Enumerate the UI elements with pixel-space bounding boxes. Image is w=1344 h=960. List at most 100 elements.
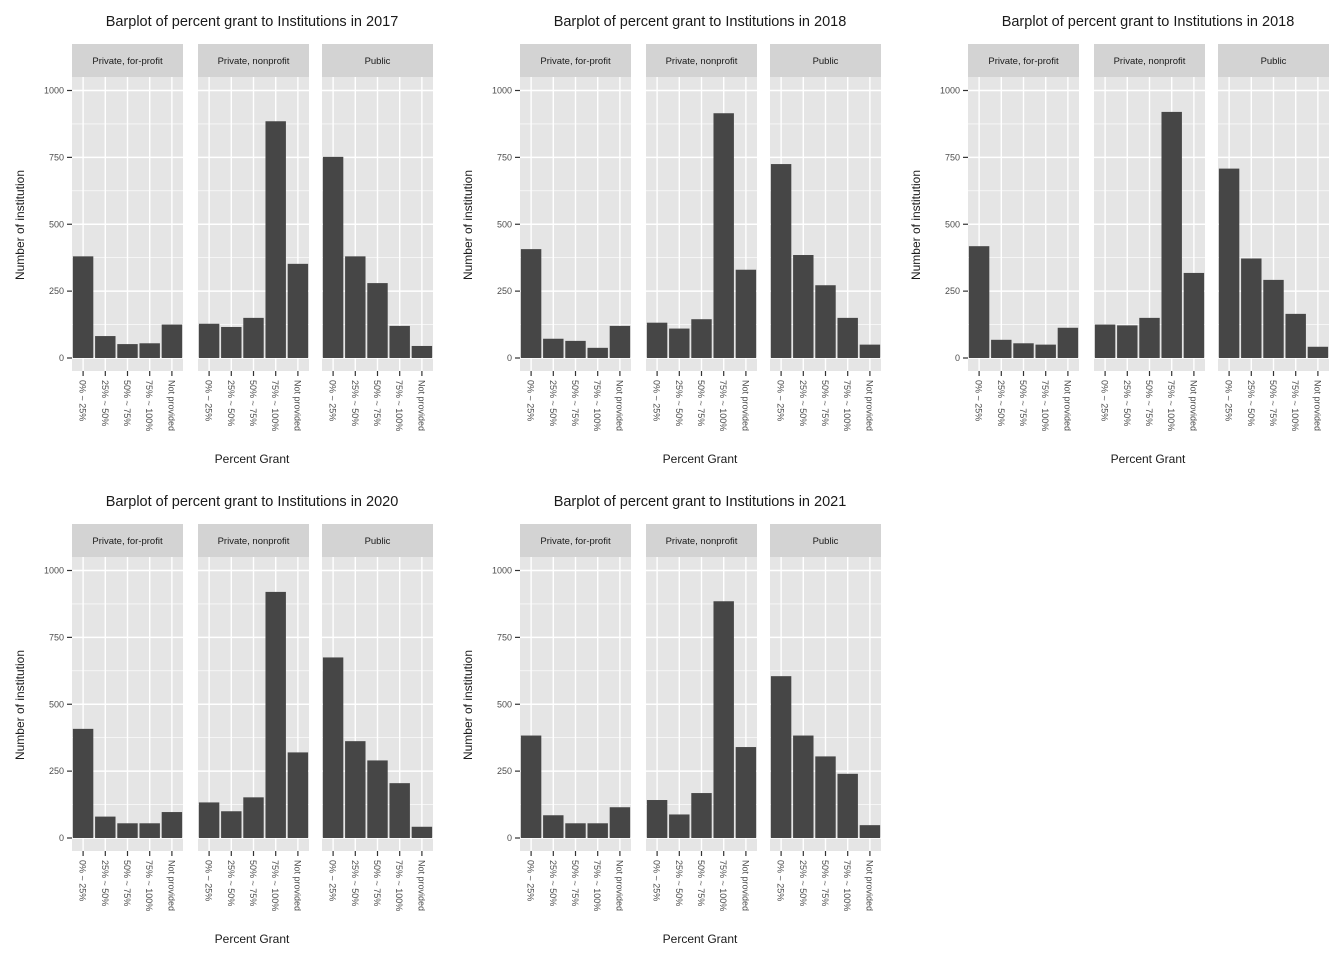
x-tick-label: 75% ~ 100% [592, 860, 602, 911]
bar [72, 256, 94, 358]
x-tick-label: 75% ~ 100% [718, 380, 728, 431]
x-tick-label: 75% ~ 100% [270, 860, 280, 911]
facet-strip [72, 44, 183, 77]
x-tick-label: 25% ~ 50% [226, 380, 236, 426]
x-tick-label: 25% ~ 50% [548, 860, 558, 906]
x-tick-label: 0% ~ 25% [652, 380, 662, 421]
x-tick-label: 50% ~ 75% [122, 860, 132, 906]
y-tick-label: 750 [497, 632, 512, 642]
x-tick-label: 25% ~ 50% [350, 380, 360, 426]
bar [345, 741, 366, 838]
y-tick-label: 0 [59, 833, 64, 843]
bar [991, 339, 1012, 358]
y-tick-label: 250 [945, 286, 960, 296]
bar [95, 336, 116, 358]
bar [198, 802, 220, 838]
x-tick-label: 0% ~ 25% [776, 860, 786, 901]
chart-3: Barplot of percent grant to Institutions… [13, 494, 433, 946]
facet-strip-label: Private, nonprofit [666, 56, 738, 67]
x-tick-label: Not provided [292, 380, 302, 431]
x-tick-label: 75% ~ 100% [394, 380, 404, 431]
bar [669, 328, 690, 358]
bar [1117, 325, 1138, 358]
x-tick-label: Not provided [614, 860, 624, 911]
bar [161, 812, 183, 838]
bar [411, 345, 433, 358]
y-tick-label: 750 [49, 632, 64, 642]
x-tick-label: Not provided [740, 860, 750, 911]
x-tick-label: 0% ~ 25% [526, 380, 536, 421]
x-tick-label: 0% ~ 25% [204, 860, 214, 901]
bar [1307, 346, 1329, 358]
bar [669, 814, 690, 838]
bar [859, 344, 881, 358]
facet-1: Private, nonprofit 0% ~ 25% 25% ~ 50% 50% ~… [646, 524, 757, 911]
bar [691, 793, 712, 838]
x-tick-label: 75% ~ 100% [718, 860, 728, 911]
x-tick-label: 0% ~ 25% [526, 860, 536, 901]
facet-strip [198, 524, 309, 557]
y-tick-label: 1000 [44, 86, 64, 96]
chart-2: Barplot of percent grant to Institutions… [909, 14, 1329, 466]
bar [587, 823, 608, 838]
x-tick-label: 0% ~ 25% [204, 380, 214, 421]
x-tick-label: Not provided [292, 860, 302, 911]
chart-4: Barplot of percent grant to Institutions… [461, 494, 881, 946]
facet-strip-label: Public [813, 56, 839, 67]
bar [389, 783, 410, 838]
x-tick-label: Not provided [416, 380, 426, 431]
chart-title: Barplot of percent grant to Institutions… [554, 14, 847, 30]
y-tick-label: 750 [49, 152, 64, 162]
chart-title: Barplot of percent grant to Institutions… [1002, 14, 1295, 30]
bar [770, 676, 792, 838]
x-axis-label: Percent Grant [215, 452, 290, 466]
facet-strip-label: Private, nonprofit [666, 536, 738, 547]
x-tick-label: Not provided [740, 380, 750, 431]
facet-strip [520, 44, 631, 77]
bar [793, 255, 814, 358]
bar [859, 825, 881, 838]
y-tick-label: 250 [49, 766, 64, 776]
chart-title: Barplot of percent grant to Institutions… [106, 14, 399, 30]
x-tick-label: 50% ~ 75% [122, 380, 132, 426]
x-tick-label: 0% ~ 25% [776, 380, 786, 421]
facet-strip [72, 524, 183, 557]
bar [609, 807, 631, 838]
bar [117, 344, 138, 358]
bar [221, 811, 242, 838]
bar [389, 325, 410, 358]
bar [735, 747, 757, 838]
facet-strip-label: Private, for-profit [92, 56, 163, 67]
bar [815, 756, 836, 838]
bar [793, 735, 814, 838]
x-tick-label: 50% ~ 75% [820, 860, 830, 906]
facet-1: Private, nonprofit 0% ~ 25% 25% ~ 50% 50% ~… [198, 524, 309, 911]
facet-strip-label: Public [813, 536, 839, 547]
x-tick-label: 0% ~ 25% [328, 860, 338, 901]
x-tick-label: Not provided [1062, 380, 1072, 431]
x-tick-label: 50% ~ 75% [248, 860, 258, 906]
x-tick-label: 50% ~ 75% [372, 380, 382, 426]
x-axis-label: Percent Grant [663, 932, 738, 946]
bar [1035, 344, 1056, 358]
x-axis-label: Percent Grant [663, 452, 738, 466]
y-axis-label: Number of institution [461, 170, 475, 280]
bar [243, 317, 264, 358]
x-tick-label: 75% ~ 100% [842, 860, 852, 911]
y-tick-label: 1000 [940, 86, 960, 96]
y-axis-label: Number of institution [13, 650, 27, 760]
facet-strip-label: Private, nonprofit [1114, 56, 1186, 67]
facet-strip [322, 44, 433, 77]
x-axis-label: Percent Grant [215, 932, 290, 946]
facet-0: Private, for-profit 0% ~ 25% 25% ~ 50% 50% … [72, 524, 183, 911]
x-tick-label: Not provided [1312, 380, 1322, 431]
y-tick-label: 0 [507, 833, 512, 843]
x-tick-label: Not provided [416, 860, 426, 911]
facet-1: Private, nonprofit 0% ~ 25% 25% ~ 50% 50% ~… [646, 44, 757, 431]
x-tick-label: 75% ~ 100% [144, 860, 154, 911]
x-tick-label: 0% ~ 25% [1224, 380, 1234, 421]
facet-2: Public 0% ~ 25% 25% ~ 50% 50% ~ 75% 75% ~ 10… [1218, 44, 1329, 431]
facet-2: Public 0% ~ 25% 25% ~ 50% 50% ~ 75% 75% ~ 10… [322, 44, 433, 431]
x-tick-label: 25% ~ 50% [798, 860, 808, 906]
facet-strip [646, 524, 757, 557]
